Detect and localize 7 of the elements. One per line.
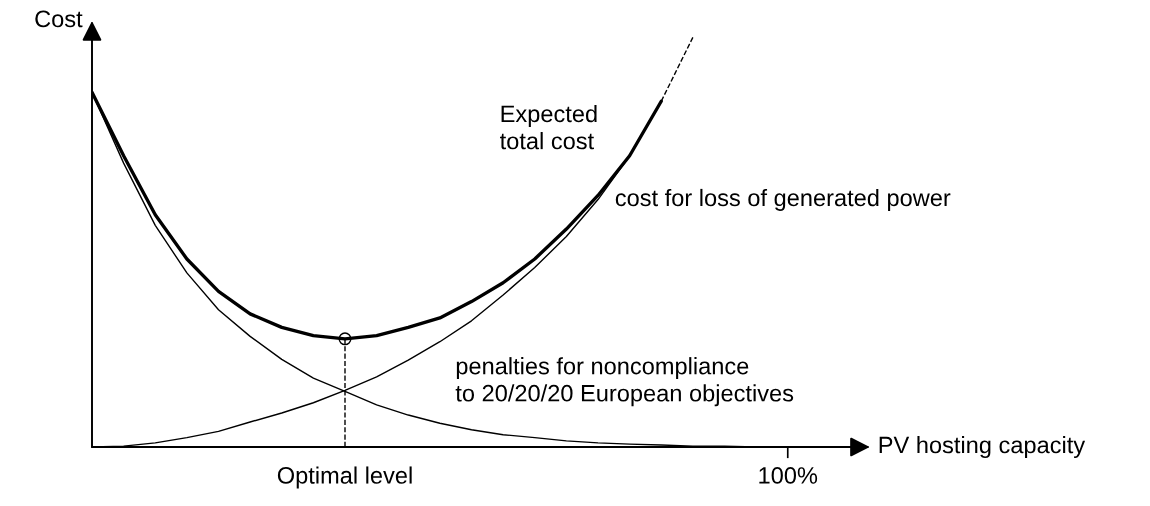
- annotation: cost for loss of generated power: [615, 188, 951, 211]
- x-axis-title: PV hosting capacity: [879, 436, 1086, 459]
- x-tick-label: 100%: [759, 467, 818, 484]
- y-axis-title: Cost: [35, 10, 83, 28]
- annotation: Expected total cost: [500, 104, 597, 150]
- annotation: penalties for noncompliance to 20/20/20 European objectives: [455, 357, 794, 407]
- x-tick-label: Optimal level: [277, 466, 412, 489]
